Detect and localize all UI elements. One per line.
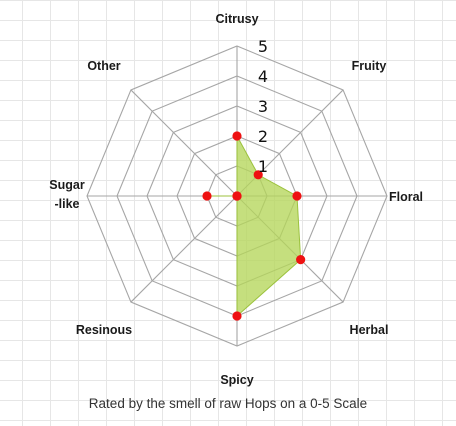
radar-axis-labels: Citrusy Fruity Floral Herbal Spicy Resinous Su… [49,12,423,387]
axis-label: Other [87,59,120,73]
axis-label: Spicy [220,373,253,387]
axis-label: Floral [389,190,423,204]
data-point [232,191,242,201]
tick-label: 4 [258,67,268,86]
data-point [232,311,242,321]
axis-label: Sugar -like [49,178,85,211]
radar-tick-labels: 1 2 3 4 5 [258,37,268,176]
data-point [253,170,263,180]
tick-label: 1 [258,157,268,176]
data-point [296,255,306,265]
axis-label: Citrusy [215,12,258,26]
tick-label: 2 [258,127,268,146]
data-point [232,131,242,141]
radar-markers [202,131,306,321]
grid-spoke [130,89,238,197]
chart-caption: Rated by the smell of raw Hops on a 0-5 … [88,396,368,411]
data-point [292,191,302,201]
axis-label: Fruity [352,59,387,73]
series-area [207,135,302,318]
radar-series [207,135,302,318]
data-point [202,191,212,201]
axis-label: Herbal [350,323,389,337]
tick-label: 5 [258,37,268,56]
tick-label: 3 [258,97,268,116]
axis-label: Resinous [76,323,132,337]
grid-spoke [130,195,238,303]
